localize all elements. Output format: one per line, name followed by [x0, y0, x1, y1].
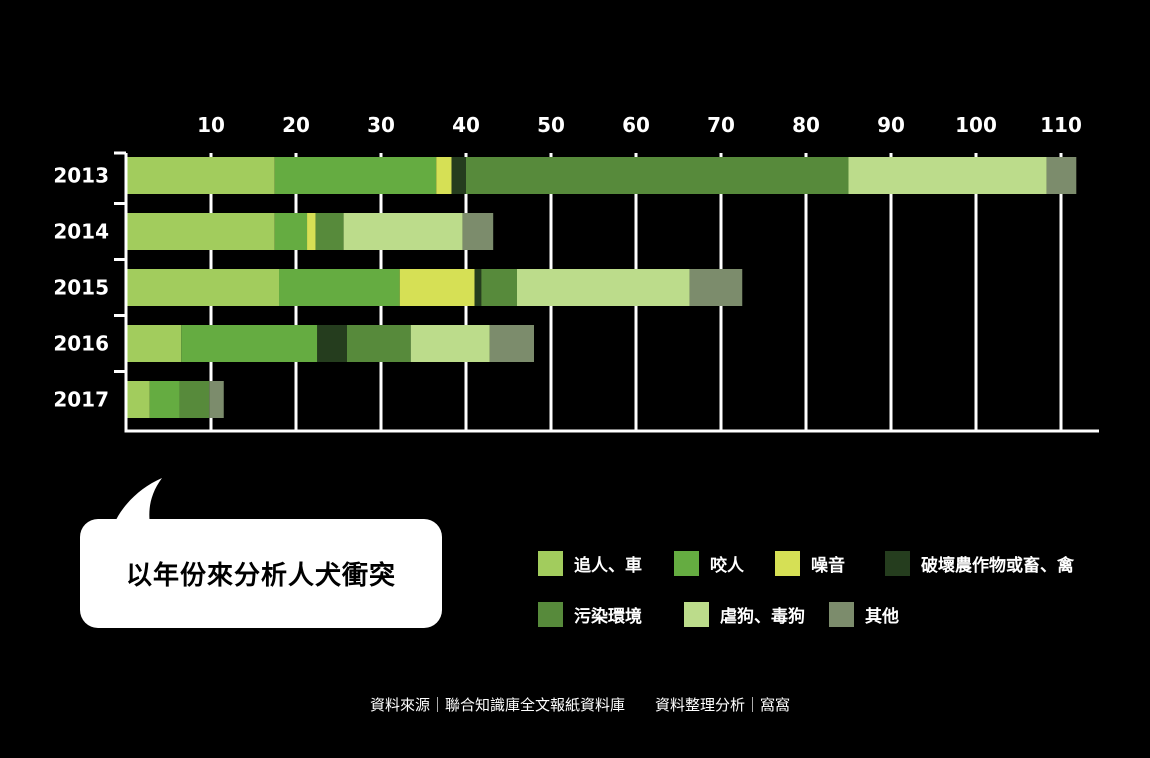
- legend-item: 污染環境: [538, 601, 642, 627]
- callout-tail: [114, 478, 162, 524]
- legend-swatch: [829, 601, 854, 627]
- legend-item: 虐狗、毒狗: [684, 601, 805, 627]
- legend-swatch: [684, 601, 709, 627]
- legend-swatch: [674, 550, 699, 576]
- category-label: 2017: [53, 388, 109, 412]
- axes: [114, 151, 1099, 433]
- bar-segment: [489, 325, 534, 362]
- legend-item: 追人、車: [538, 550, 642, 576]
- bar-segment: [315, 213, 344, 250]
- legend-label: 噪音: [811, 555, 845, 576]
- x-tick-label: 50: [537, 113, 565, 137]
- bar-segment: [347, 325, 411, 362]
- x-tick-label: 40: [452, 113, 480, 137]
- bar-segment: [436, 157, 452, 194]
- bar-segment: [181, 325, 318, 362]
- legend-label: 污染環境: [574, 606, 642, 627]
- x-tick-label: 30: [367, 113, 395, 137]
- chart-title: 以年份來分析人犬衝突: [125, 561, 396, 591]
- bar-segment: [307, 213, 316, 250]
- bars: [126, 157, 1077, 418]
- bar-segment: [481, 269, 517, 306]
- bar-segment: [848, 157, 1047, 194]
- callout-box: 以年份來分析人犬衝突: [80, 519, 442, 628]
- legend-item: 咬人: [674, 550, 744, 576]
- bar-segment: [126, 381, 150, 418]
- legend-label: 咬人: [710, 555, 744, 576]
- legend-label: 破壞農作物或畜、禽: [921, 555, 1074, 576]
- legend-item: 破壞農作物或畜、禽: [885, 550, 1074, 576]
- x-tick-label: 110: [1040, 113, 1082, 137]
- bar-segment: [466, 157, 849, 194]
- bar-segment: [399, 269, 475, 306]
- bar-segment: [274, 157, 437, 194]
- x-tick-label: 70: [707, 113, 735, 137]
- legend-swatch: [538, 601, 563, 627]
- stacked-bar-chart: 10 20 30 40 50 60 70 80 90 100 110 201320142015201…: [53, 113, 1099, 433]
- category-label: 2014: [53, 220, 109, 244]
- category-label: 2013: [53, 164, 109, 188]
- bar-segment: [462, 213, 494, 250]
- bar-segment: [149, 381, 180, 418]
- legend-swatch: [885, 550, 910, 576]
- category-labels: 2013 2014 2015 2016 2017: [53, 164, 109, 412]
- bar-segment: [126, 157, 275, 194]
- bar-segment: [317, 325, 347, 362]
- legend: 追人、車 咬人 噪音 破壞農作物或畜、禽污染環境 虐狗、毒狗 其他: [538, 550, 1138, 630]
- legend-label: 其他: [865, 606, 899, 627]
- x-tick-label: 60: [622, 113, 650, 137]
- bar-segment: [126, 269, 279, 306]
- legend-item: 其他: [829, 601, 899, 627]
- category-label: 2015: [53, 276, 109, 300]
- bar-segment: [410, 325, 490, 362]
- x-tick-label: 20: [282, 113, 310, 137]
- bar-segment: [343, 213, 463, 250]
- x-tick-label: 80: [792, 113, 820, 137]
- bar-segment: [279, 269, 400, 306]
- bar-segment: [689, 269, 743, 306]
- category-label: 2016: [53, 332, 109, 356]
- bar-segment: [126, 325, 182, 362]
- legend-swatch: [775, 550, 800, 576]
- x-tick-label: 90: [877, 113, 905, 137]
- bar-segment: [209, 381, 224, 418]
- source-credit: 資料來源｜聯合知識庫全文報紙資料庫 資料整理分析｜窩窩: [369, 696, 790, 714]
- x-tick-label: 100: [955, 113, 997, 137]
- bar-segment: [179, 381, 210, 418]
- bar-segment: [274, 213, 308, 250]
- legend-swatch: [538, 550, 563, 576]
- x-tick-labels: 10 20 30 40 50 60 70 80 90 100 110: [197, 113, 1082, 137]
- x-tick-label: 10: [197, 113, 225, 137]
- legend-item: 噪音: [775, 550, 845, 576]
- legend-label: 虐狗、毒狗: [720, 606, 805, 627]
- bar-segment: [1046, 157, 1077, 194]
- legend-label: 追人、車: [574, 555, 642, 576]
- bar-segment: [517, 269, 690, 306]
- bar-segment: [474, 269, 482, 306]
- bar-segment: [126, 213, 275, 250]
- bar-segment: [451, 157, 466, 194]
